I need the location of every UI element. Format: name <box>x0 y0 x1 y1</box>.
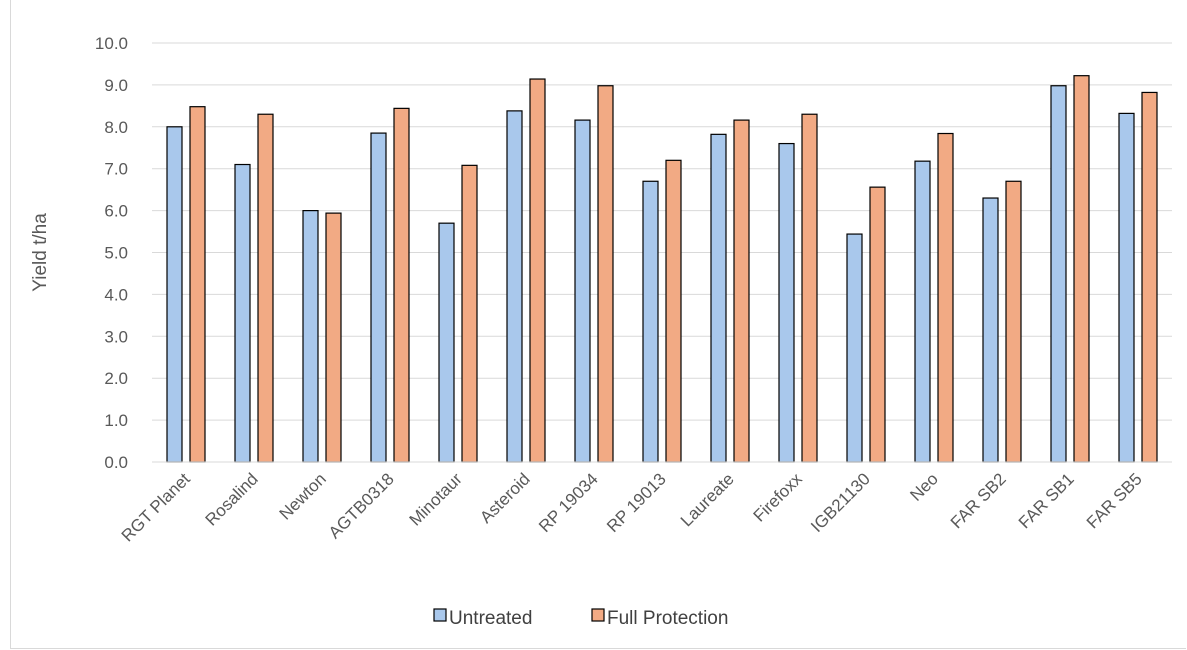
legend: Untreated Full Protection <box>433 608 728 629</box>
y-tick-label: 2.0 <box>104 369 128 388</box>
bar-full-protection <box>1141 91 1158 463</box>
bar-full-protection <box>869 186 886 463</box>
x-category-label: Laureate <box>677 469 738 530</box>
bar-untreated <box>914 160 931 463</box>
bar-full-protection <box>461 164 478 463</box>
y-tick-label: 3.0 <box>104 327 128 346</box>
bar-untreated <box>302 210 319 463</box>
x-category-label: Minotaur <box>406 469 466 529</box>
bar-full-protection <box>189 106 206 463</box>
bar-full-protection <box>1005 180 1022 463</box>
bar-full-protection <box>801 113 818 463</box>
bar-untreated <box>234 163 251 463</box>
gridlines <box>152 42 1172 421</box>
x-category-label: Rosalind <box>202 469 262 529</box>
y-tick-label: 6.0 <box>104 202 128 221</box>
x-category-label: FAR SB5 <box>1083 469 1146 532</box>
y-axis-title: Yield t/ha <box>30 213 51 292</box>
x-category-label: RP 19013 <box>603 469 670 536</box>
x-category-label: RGT Planet <box>118 469 194 545</box>
bar-untreated <box>710 133 727 463</box>
x-category-label: Asteroid <box>476 469 534 527</box>
x-category-label: RP 19034 <box>535 469 602 536</box>
y-tick-label: 0.0 <box>104 453 128 472</box>
bars <box>166 75 1158 463</box>
bar-full-protection <box>325 212 342 463</box>
y-tick-label: 10.0 <box>95 34 128 53</box>
legend-label-full-protection: Full Protection <box>607 608 728 629</box>
y-tick-label: 7.0 <box>104 160 128 179</box>
bar-untreated <box>370 132 387 463</box>
legend-swatch-untreated <box>433 608 447 622</box>
y-tick-label: 4.0 <box>104 285 128 304</box>
bar-untreated <box>846 233 863 463</box>
bar-full-protection <box>529 78 546 463</box>
x-category-label: IGB21130 <box>807 469 874 536</box>
bar-untreated <box>166 126 183 463</box>
bar-untreated <box>1050 85 1067 463</box>
y-tick-label: 9.0 <box>104 76 128 95</box>
bar-untreated <box>574 119 591 463</box>
bar-full-protection <box>257 113 274 463</box>
x-category-label: Neo <box>906 469 941 504</box>
legend-label-untreated: Untreated <box>449 608 532 629</box>
x-category-label: FAR SB2 <box>947 469 1010 532</box>
x-category-label: Newton <box>276 469 330 523</box>
bar-untreated <box>642 180 659 463</box>
x-category-label: Firefoxx <box>750 469 807 526</box>
x-category-label: AGTB0318 <box>325 469 398 542</box>
bar-untreated <box>506 110 523 463</box>
bar-full-protection <box>1073 75 1090 463</box>
bar-untreated <box>1118 112 1135 463</box>
x-category-label: FAR SB1 <box>1015 469 1078 532</box>
bar-full-protection <box>937 132 954 463</box>
bar-full-protection <box>393 107 410 463</box>
bar-untreated <box>438 222 455 463</box>
bar-untreated <box>778 142 795 463</box>
bar-full-protection <box>597 85 614 463</box>
y-tick-label: 1.0 <box>104 411 128 430</box>
y-tick-label: 8.0 <box>104 118 128 137</box>
bar-full-protection <box>665 159 682 463</box>
bar-full-protection <box>733 119 750 463</box>
legend-swatch-full-protection <box>591 608 605 622</box>
y-tick-label: 5.0 <box>104 244 128 263</box>
y-axis-ticks: 0.0 1.0 2.0 3.0 4.0 5.0 6.0 7.0 8.0 9.0 10.0 <box>95 34 128 472</box>
chart-frame <box>10 0 1186 649</box>
bar-untreated <box>982 197 999 463</box>
